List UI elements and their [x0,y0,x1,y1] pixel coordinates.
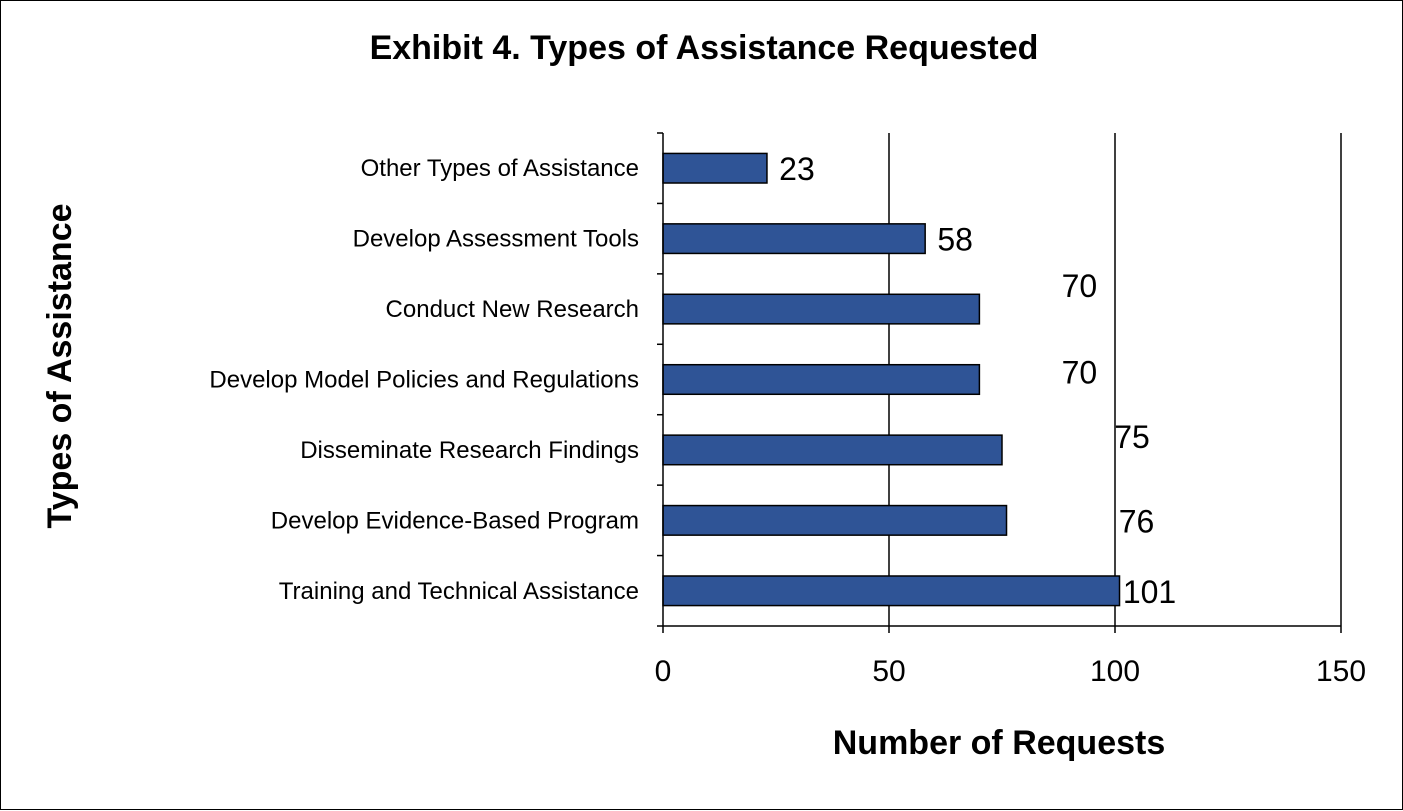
data-label: 70 [1062,355,1098,391]
x-tick-labels: 0 50 100 150 [655,655,1366,688]
chart-title: Exhibit 4. Types of Assistance Requested [370,29,1039,67]
bar [662,504,1008,536]
bar [662,363,981,396]
bar [662,152,768,184]
category-label: Training and Technical Assistance [279,578,639,605]
category-label: Other Types of Assistance [361,155,639,182]
bar [662,293,981,325]
bars [662,152,1121,607]
y-axis-title: Types of Assistance [41,203,79,528]
category-label: Disseminate Research Findings [300,437,639,464]
bar [662,434,1003,466]
x-tick-label: 0 [655,655,672,688]
data-label: 23 [779,151,815,187]
data-label: 58 [937,222,973,258]
data-labels: 23 58 70 70 75 76 101 [779,151,1176,610]
category-label: Conduct New Research [386,296,639,323]
x-axis-title: Number of Requests [833,724,1166,762]
x-tick-label: 50 [872,655,905,688]
data-label: 76 [1119,503,1155,539]
axes [657,132,1342,633]
category-label: Develop Model Policies and Regulations [209,367,639,394]
bar [662,575,1121,607]
x-tick-label: 100 [1090,655,1140,688]
category-label: Develop Evidence-Based Program [271,507,639,534]
x-tick-label: 150 [1316,655,1366,688]
category-label: Develop Assessment Tools [353,226,639,253]
data-label: 75 [1114,419,1150,455]
data-label: 101 [1123,574,1176,610]
data-label: 70 [1062,268,1098,304]
bar [662,223,926,255]
category-labels: Other Types of Assistance Develop Assessm… [209,155,639,605]
